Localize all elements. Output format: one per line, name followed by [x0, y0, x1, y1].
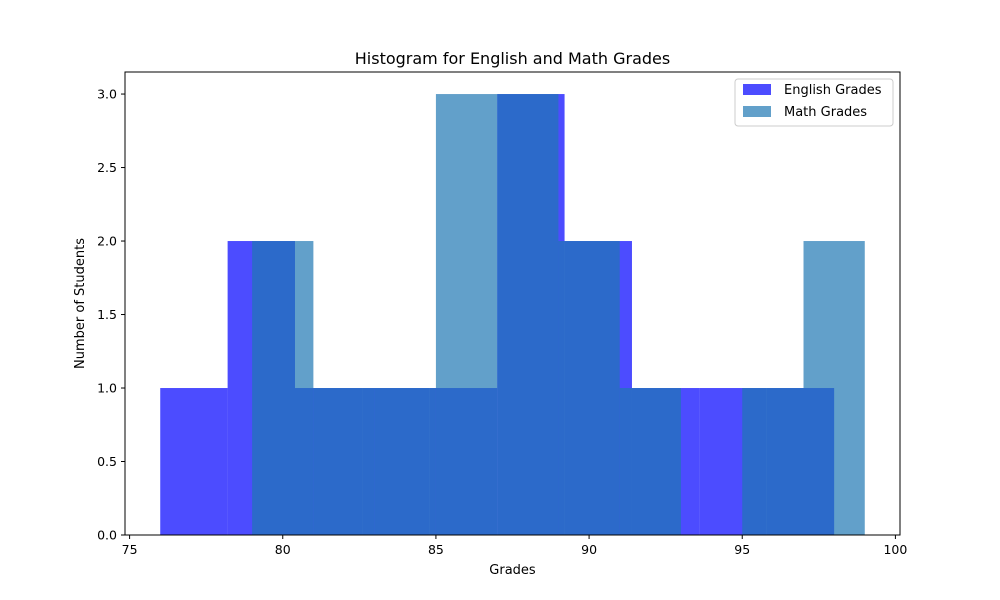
english-bar-0 [160, 388, 228, 535]
y-tick-label: 0.0 [97, 528, 117, 543]
legend-swatch-math [743, 106, 771, 117]
x-axis-label: Grades [489, 563, 536, 578]
y-tick-label: 3.0 [97, 87, 117, 102]
y-axis-label: Number of Students [73, 238, 88, 369]
math-bar-3 [435, 94, 498, 536]
y-tick-label: 2.5 [97, 160, 117, 175]
math-bar-8 [742, 388, 804, 535]
x-tick-label: 100 [883, 542, 907, 557]
math-bar-4 [497, 94, 559, 536]
axes-layer [124, 71, 901, 536]
x-tick-label: 80 [275, 542, 291, 557]
math-bar-0 [252, 241, 314, 535]
math-bar-9 [803, 241, 865, 535]
math-bar-2 [374, 388, 436, 535]
y-tick-label: 1.5 [97, 307, 117, 322]
legend-swatch-english [743, 84, 771, 95]
legend: English Grades Math Grades [734, 78, 894, 127]
bars-layer [160, 94, 865, 536]
legend-box [734, 78, 894, 127]
y-tick-label: 1.0 [97, 381, 117, 396]
chart-title: Histogram for English and Math Grades [355, 49, 670, 68]
x-tick-label: 75 [122, 542, 138, 557]
y-tick-label: 2.0 [97, 234, 117, 249]
plot-frame [124, 71, 901, 536]
y-tick-label: 0.5 [97, 454, 117, 469]
ticks-layer: 75 80 85 90 95 100 0.0 0.5 1.0 1.5 2.0 2.5 3.0 [97, 87, 907, 557]
math-bar-6 [619, 388, 681, 535]
x-tick-label: 85 [428, 542, 444, 557]
x-tick-label: 95 [734, 542, 750, 557]
x-tick-label: 90 [581, 542, 597, 557]
legend-label-math: Math Grades [784, 105, 867, 120]
math-bar-5 [558, 241, 620, 535]
legend-label-english: English Grades [784, 83, 882, 98]
math-bar-1 [313, 388, 375, 535]
